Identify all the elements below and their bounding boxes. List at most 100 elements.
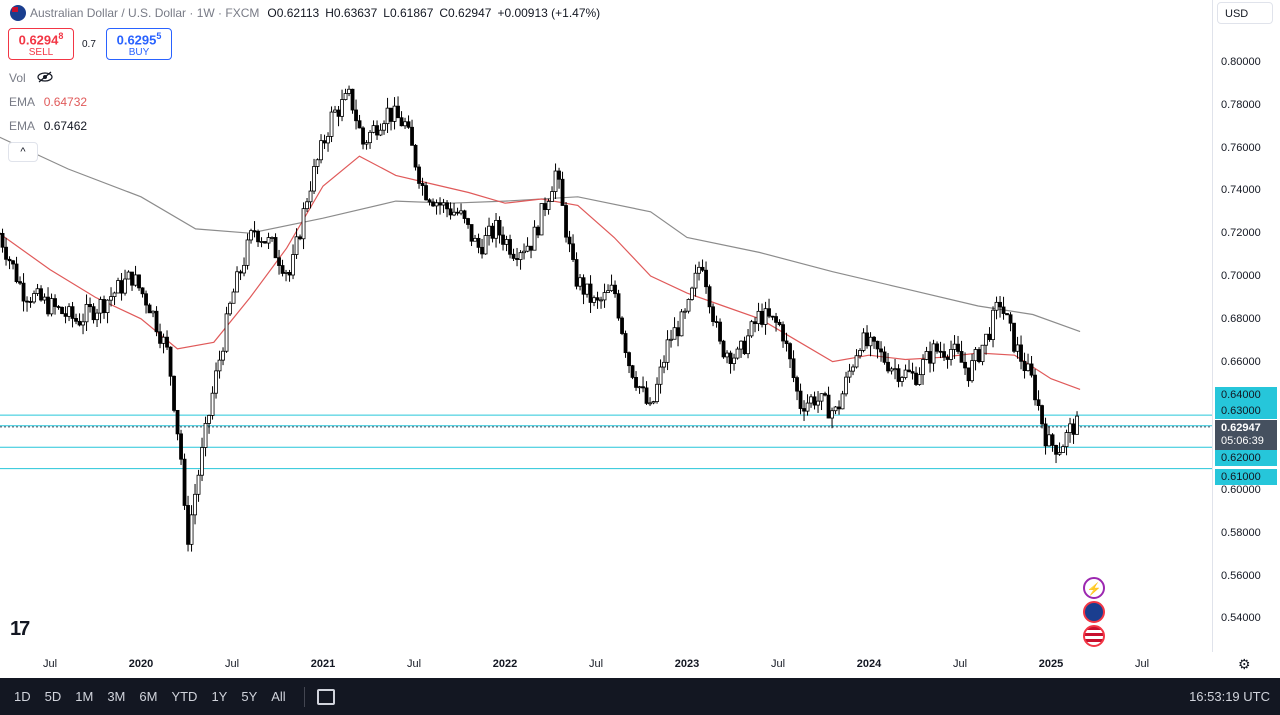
candle-body [833,406,838,412]
candle-body [557,170,561,180]
candle-body [1008,314,1013,324]
lightning-icon[interactable]: ⚡ [1083,577,1105,599]
candle-body [266,237,271,244]
range-button[interactable]: 3M [107,689,126,704]
candle-body [53,298,57,307]
candle-body [357,120,362,129]
candle-body [462,210,467,219]
currency-button[interactable]: USD [1217,2,1273,24]
candle-body [364,142,369,145]
time-tick-label: Jul [1134,658,1150,670]
candle-body [746,335,750,355]
symbol-title[interactable]: Australian Dollar / U.S. Dollar · 1W · F… [30,6,260,20]
candle-body [791,358,796,379]
last-price-box[interactable]: 0.62947 05:06:39 [1215,420,1277,450]
candle-body [333,109,337,113]
range-button[interactable]: All [271,689,286,704]
collapse-legend-button[interactable]: ^ [8,142,38,162]
legend-volume[interactable]: Vol [9,71,53,85]
candle-body [683,310,687,313]
candlestick-chart[interactable] [0,0,1212,652]
candle-body [616,293,621,319]
gear-icon[interactable]: ⚙ [1238,656,1251,672]
candle-body [865,332,869,347]
candle-body [508,239,512,255]
buy-label: BUY [128,47,150,59]
level-price-box[interactable]: 0.61000 [1215,469,1277,485]
candle-body [1050,434,1055,446]
candle-body [221,350,225,361]
candle-body [354,109,358,122]
candle-body [413,144,418,168]
eye-hidden-icon[interactable] [37,71,53,83]
time-tick-label: 2022 [492,658,518,670]
candle-body [987,333,992,340]
candle-body [763,308,768,325]
range-button[interactable]: 5D [44,689,62,704]
candle-body [690,287,694,300]
candle-body [970,360,974,382]
legend-ema-slow[interactable]: EMA 0.67462 [9,119,87,133]
candle-body [900,377,904,382]
chart-plot-area[interactable] [0,0,1212,652]
candle-body [959,351,964,363]
candle-body [119,280,124,294]
candle-body [823,393,827,396]
candle-body [672,327,677,340]
legend-ema-fast[interactable]: EMA 0.64732 [9,95,87,109]
candle-body [224,313,229,352]
range-button[interactable]: YTD [171,689,198,704]
candle-body [602,292,607,301]
level-price-box[interactable]: 0.63000 [1215,403,1277,419]
candle-body [945,356,950,360]
range-button[interactable]: 1Y [211,689,228,704]
price-axis[interactable]: 0.80000 0.78000 0.76000 0.74000 0.72000 0.700… [1212,0,1280,652]
candle-body [95,312,99,321]
candle-body [259,241,264,243]
candle-body [966,367,971,382]
usd-flag-icon[interactable] [1083,625,1105,647]
range-button[interactable]: 1M [75,689,94,704]
candle-body [214,370,218,394]
ema-fast-value: 0.64732 [43,95,88,109]
tradingview-logo[interactable]: 17 [10,618,30,640]
candle-body [511,253,516,259]
range-button[interactable]: 5Y [241,689,258,704]
aud-flag-icon[interactable] [1083,601,1105,623]
candle-body [340,99,344,117]
candle-body [1001,306,1006,314]
candle-body [767,308,771,317]
ohlc-values: O0.62113 H0.63637 L0.61867 C0.62947 +0.0… [267,6,600,20]
utc-clock[interactable]: 16:53:19 UTC [1189,689,1270,704]
candle-body [774,316,778,323]
buy-button[interactable]: 0.62955 BUY [106,28,172,60]
time-axis[interactable]: Jul 2020 Jul 2021 Jul 2022 Jul 2023 Jul 2024 Jul 20… [0,652,1212,678]
sell-button[interactable]: 0.62948 SELL [8,28,74,60]
candle-body [658,366,663,385]
candle-body [655,383,659,402]
candle-body [70,306,75,319]
candle-body [560,178,565,206]
candle-body [735,348,740,359]
candle-body [606,290,610,293]
candle-body [238,271,243,274]
candle-body [497,219,502,236]
range-button[interactable]: 1D [14,689,31,704]
level-price-box[interactable]: 0.64000 [1215,387,1277,403]
time-tick-label: 2023 [674,658,700,670]
level-price-box[interactable]: 0.62000 [1215,450,1277,466]
candle-body [273,237,278,259]
candle-body [518,252,523,260]
candle-body [186,505,190,545]
candle-body [991,309,995,340]
candle-body [644,387,649,404]
candle-body [795,377,799,392]
candle-body [742,340,747,355]
candle-body [256,230,260,243]
candle-body [193,493,197,516]
candle-body [875,340,880,350]
candle-body [1071,423,1076,435]
calendar-icon[interactable] [316,688,335,705]
price-tick-label: 0.72000 [1221,227,1261,240]
range-button[interactable]: 6M [139,689,158,704]
